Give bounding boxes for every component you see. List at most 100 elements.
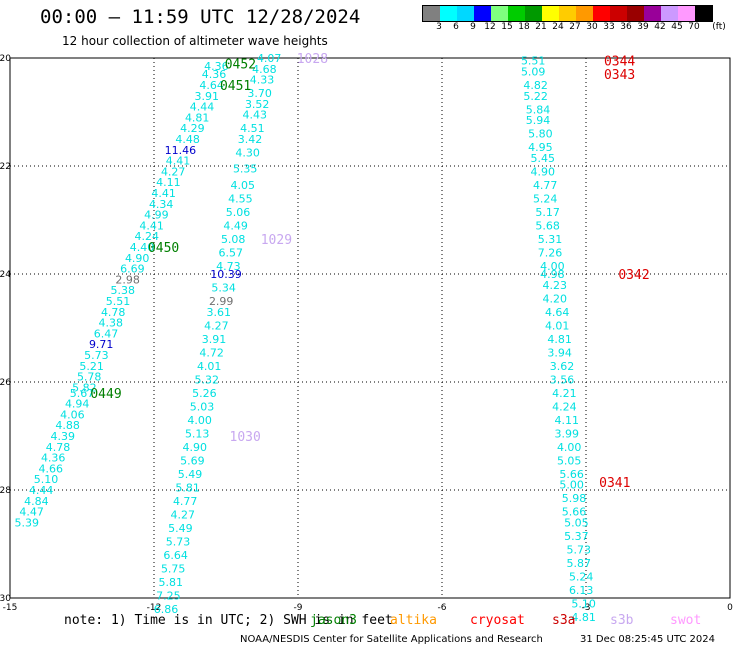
- y-tick-label: -28: [0, 486, 11, 496]
- wave-height-label: 4.68: [252, 63, 277, 76]
- chart-title: 00:00 – 11:59 UTC 12/28/2024: [40, 6, 361, 28]
- wave-height-label: 5.08: [221, 233, 246, 246]
- satellite-s3b: s3b: [610, 613, 634, 628]
- wave-height-label: 3.52: [245, 98, 270, 111]
- wave-height-label: 4.24: [135, 230, 160, 243]
- chart-subtitle: 12 hour collection of altimeter wave hei…: [62, 34, 328, 48]
- wave-height-label: 4.41: [139, 219, 164, 232]
- wave-height-label: 5.10: [571, 597, 596, 610]
- legend-swatch: [593, 6, 610, 21]
- wave-height-label: 6.13: [569, 584, 594, 597]
- wave-height-label: 5.13: [185, 427, 210, 440]
- legend-swatch: [610, 6, 627, 21]
- wave-height-label: 5.24: [533, 192, 558, 205]
- legend-label: 24: [552, 22, 564, 32]
- y-tick-label: -24: [0, 270, 11, 280]
- satellite-s3a: s3a: [552, 613, 576, 628]
- legend-label: 9: [470, 22, 476, 32]
- wave-height-label: 4.07: [257, 52, 282, 65]
- wave-height-label: 4.41: [151, 187, 176, 200]
- wave-height-label: 5.06: [226, 206, 251, 219]
- pass-number-label: 0344: [604, 55, 635, 70]
- legend-label: 18: [518, 22, 530, 32]
- pass-number-label: 1030: [230, 430, 261, 445]
- wave-height-label: 5.03: [190, 400, 215, 413]
- wave-height-label: 6.57: [219, 246, 244, 259]
- wave-height-label: 4.94: [65, 398, 90, 411]
- wave-height-label: 4.00: [557, 441, 582, 454]
- wave-height-label: 4.11: [555, 414, 580, 427]
- wave-height-label: 3.62: [550, 360, 575, 373]
- wave-height-label: 6.64: [163, 549, 188, 562]
- color-scale-labels: 3 6 9 12 15 18 21 24 27 30 33 36 39 42 45 70 (ft): [422, 22, 740, 34]
- pass-number-label: 1029: [261, 233, 292, 248]
- wave-height-label: 4.11: [156, 176, 181, 189]
- wave-height-label: 4.06: [60, 408, 85, 421]
- wave-height-label: 11.46: [165, 144, 197, 157]
- wave-height-label: 4.90: [183, 441, 208, 454]
- wave-height-label: 2.98: [115, 273, 140, 286]
- satellite-jason3: jason3: [310, 613, 357, 628]
- wave-height-label: 5.78: [77, 371, 102, 384]
- x-tick-label: -6: [438, 603, 447, 613]
- wave-height-label: 4.36: [41, 452, 66, 465]
- wave-height-label: 4.40: [130, 241, 155, 254]
- wave-height-label: 5.49: [168, 522, 193, 535]
- legend-label: 30: [586, 22, 598, 32]
- legend-swatch: [423, 6, 440, 21]
- pass-number-label: 1028: [297, 52, 328, 67]
- wave-height-label: 4.84: [24, 495, 49, 508]
- legend-label: 42: [654, 22, 666, 32]
- wave-height-label: 4.90: [531, 165, 556, 178]
- wave-height-label: 3.99: [555, 427, 580, 440]
- legend-swatch: [525, 6, 542, 21]
- x-tick-label: -3: [582, 603, 591, 613]
- wave-height-label: 5.73: [166, 535, 191, 548]
- wave-height-label: 5.09: [521, 66, 546, 79]
- wave-height-label: 5.82: [72, 381, 97, 394]
- wave-height-label: 5.66: [559, 468, 584, 481]
- wave-height-label: 4.81: [547, 333, 572, 346]
- satellite-cryosat: cryosat: [470, 613, 525, 628]
- wave-height-label: 5.31: [538, 233, 563, 246]
- wave-height-label: 4.20: [543, 292, 568, 305]
- wave-height-label: 4.34: [149, 198, 174, 211]
- wave-height-label: 3.61: [207, 306, 232, 319]
- satellite-swot: swot: [670, 613, 702, 628]
- wave-height-label: 5.67: [70, 387, 95, 400]
- wave-height-label: 3.42: [238, 133, 263, 146]
- wave-height-label: 7.25: [156, 589, 181, 602]
- wave-height-label: 4.81: [185, 111, 210, 124]
- legend-swatch: [474, 6, 491, 21]
- legend-label: 45: [671, 22, 683, 32]
- legend-swatch: [695, 6, 712, 21]
- wave-height-label: 5.00: [559, 479, 584, 492]
- wave-height-label: 3.56: [550, 373, 575, 386]
- wave-height-label: 5.37: [564, 530, 589, 543]
- legend-label: 36: [620, 22, 632, 32]
- wave-height-label: 4.29: [180, 122, 205, 135]
- wave-height-label: 5.38: [111, 284, 136, 297]
- wave-height-label: 4.41: [166, 155, 191, 168]
- wave-height-label: 5.05: [564, 516, 589, 529]
- x-tick-label: -15: [3, 603, 18, 613]
- wave-height-label: 9.71: [89, 338, 114, 351]
- wave-height-label: 5.80: [528, 128, 553, 141]
- legend-label: 27: [569, 22, 581, 32]
- pass-number-label: 0343: [604, 68, 635, 83]
- wave-height-label: 5.69: [180, 454, 205, 467]
- satellite-altika: altika: [390, 613, 437, 628]
- legend-swatch: [508, 6, 525, 21]
- wave-height-label: 5.73: [84, 349, 109, 362]
- wave-height-label: 4.99: [144, 209, 169, 222]
- x-tick-label: 0: [727, 603, 733, 613]
- wave-height-label: 4.98: [540, 268, 565, 281]
- pass-number-label: 0451: [220, 79, 251, 94]
- wave-height-label: 4.55: [228, 192, 253, 205]
- wave-height-label: 5.68: [535, 219, 560, 232]
- y-tick-label: -26: [0, 378, 11, 388]
- wave-height-label: 4.27: [161, 165, 186, 178]
- legend-label: 3: [436, 22, 442, 32]
- wave-height-label: 5.49: [178, 468, 203, 481]
